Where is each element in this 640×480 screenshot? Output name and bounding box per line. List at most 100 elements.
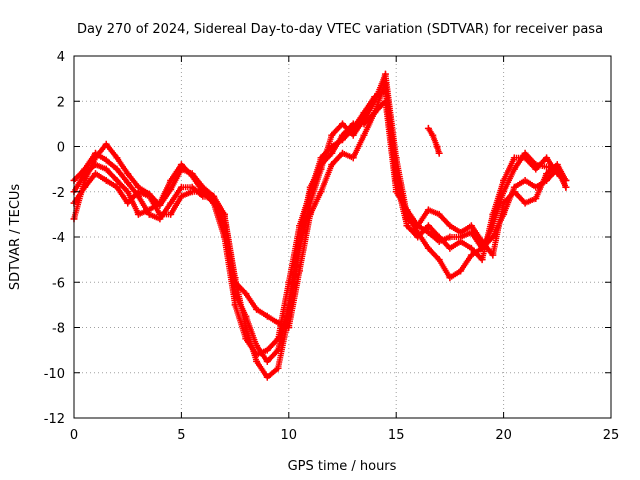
data-point xyxy=(102,176,110,184)
data-point xyxy=(435,238,443,246)
data-point xyxy=(177,161,185,169)
data-point xyxy=(242,335,250,343)
data-point xyxy=(156,210,164,218)
data-point xyxy=(91,170,99,178)
data-point xyxy=(113,165,121,173)
data-point xyxy=(274,364,282,372)
data-point xyxy=(562,183,570,191)
data-point xyxy=(489,210,497,218)
data-point xyxy=(435,210,443,218)
data-point xyxy=(429,131,437,139)
data-point xyxy=(467,251,475,259)
data-point xyxy=(371,109,379,117)
data-point xyxy=(328,161,336,169)
data-point xyxy=(113,176,121,184)
data-point xyxy=(457,228,465,236)
data-point xyxy=(253,357,261,365)
x-tick-label: 25 xyxy=(603,428,620,443)
data-point xyxy=(433,143,441,150)
data-point xyxy=(381,79,389,87)
y-tick-label: -2 xyxy=(52,186,65,201)
data-point xyxy=(371,93,379,101)
data-point xyxy=(446,274,454,282)
data-point xyxy=(285,324,293,331)
data-point xyxy=(81,183,89,191)
x-tick-label: 0 xyxy=(70,428,78,443)
data-point xyxy=(467,222,475,230)
y-tick-label: -10 xyxy=(44,367,65,382)
data-point xyxy=(306,210,314,218)
data-point xyxy=(446,244,454,252)
data-point xyxy=(403,222,411,230)
data-point xyxy=(188,172,196,180)
data-point xyxy=(424,124,432,132)
data-point xyxy=(562,176,570,184)
data-point xyxy=(328,149,336,157)
y-tick-label: -12 xyxy=(44,412,65,427)
data-point xyxy=(145,192,153,200)
chart-title: Day 270 of 2024, Sidereal Day-to-day VTE… xyxy=(77,22,603,37)
data-point xyxy=(296,233,304,241)
data-point xyxy=(543,163,551,171)
data-point xyxy=(231,290,239,298)
y-axis-label: SDTVAR / TECUs xyxy=(8,184,23,291)
data-point xyxy=(263,346,271,354)
data-point xyxy=(210,199,218,207)
y-tick-label: 0 xyxy=(57,141,65,156)
data-point xyxy=(543,170,551,178)
data-point xyxy=(553,161,561,169)
data-point xyxy=(91,149,99,157)
data-point xyxy=(424,244,432,252)
data-point xyxy=(446,233,454,241)
data-point xyxy=(124,199,132,207)
data-point xyxy=(489,251,497,259)
data-point xyxy=(360,109,368,117)
data-point xyxy=(381,70,389,78)
x-tick-label: 10 xyxy=(281,428,298,443)
data-point xyxy=(167,176,175,184)
data-point xyxy=(199,188,207,196)
data-point xyxy=(328,131,336,139)
data-point xyxy=(414,233,422,241)
data-point xyxy=(500,176,508,184)
data-point xyxy=(521,154,529,162)
data-point xyxy=(532,165,540,173)
data-point xyxy=(167,199,175,207)
data-point xyxy=(296,267,304,275)
grid xyxy=(74,56,611,418)
data-point xyxy=(253,305,261,313)
data-point xyxy=(403,215,411,223)
data-point xyxy=(317,154,325,162)
data-point xyxy=(414,222,422,230)
data-point xyxy=(285,278,293,286)
data-point xyxy=(177,183,185,191)
data-point xyxy=(124,188,132,196)
data-point xyxy=(134,210,142,218)
data-point xyxy=(349,120,357,128)
data-point xyxy=(317,188,325,196)
x-tick-label: 15 xyxy=(388,428,405,443)
data-point xyxy=(521,199,529,207)
data-point xyxy=(242,290,250,298)
data-point xyxy=(392,188,400,196)
y-tick-label: 4 xyxy=(57,50,65,65)
data-point xyxy=(457,267,465,275)
x-tick-label: 20 xyxy=(495,428,512,443)
data-point xyxy=(360,120,368,128)
data-point xyxy=(188,188,196,196)
data-point xyxy=(102,156,110,164)
data-point xyxy=(274,319,282,327)
data-point xyxy=(381,97,389,105)
data-point xyxy=(510,165,518,173)
y-tick-label: 2 xyxy=(57,95,65,110)
data-point xyxy=(339,120,346,128)
data-point xyxy=(349,131,357,139)
y-tick-label: -8 xyxy=(52,322,65,337)
data-point xyxy=(220,210,228,218)
data-point xyxy=(500,199,508,207)
data-point xyxy=(145,210,153,218)
axis-ticks: 0 5 10 15 20 25 -12 -10 -8 -6 -4 -2 0 2 4 xyxy=(44,50,620,443)
y-tick-label: -4 xyxy=(52,231,65,246)
y-tick-label: -6 xyxy=(52,276,65,291)
